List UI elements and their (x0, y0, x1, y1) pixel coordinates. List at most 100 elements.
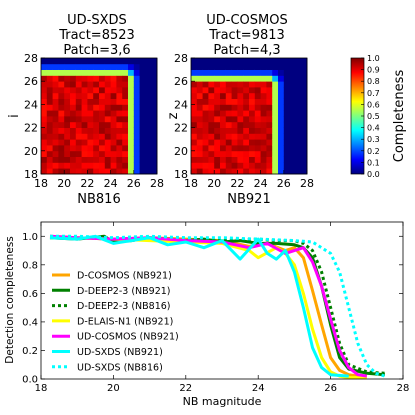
heatmap-cell (58, 58, 65, 65)
heatmap-cell (220, 75, 227, 82)
heatmap-cell (64, 156, 71, 163)
heatmap-cell (289, 150, 296, 157)
heatmap-cell (243, 104, 250, 111)
heatmap-cell (145, 121, 152, 128)
heatmap-cell (70, 156, 77, 163)
heatmap-cell (64, 69, 71, 76)
heatmap-cell (191, 127, 198, 134)
heatmap-cell (266, 87, 273, 94)
heatmap-cell (237, 75, 244, 82)
heatmap-cell (272, 156, 279, 163)
heatmap-cell (104, 87, 111, 94)
heatmap-cell (283, 150, 290, 157)
heatmap-cell (220, 121, 227, 128)
heatmap-cell (93, 92, 100, 99)
series-line-6 (50, 234, 386, 378)
heatmap-cell (249, 75, 256, 82)
heatmap-cell (266, 63, 273, 70)
heatmap-cell (208, 58, 215, 65)
heatmap-cell (225, 168, 232, 175)
heatmap-cell (46, 156, 53, 163)
heatmap-cell (214, 92, 221, 99)
heatmap-cell (58, 133, 65, 140)
y-tick-label: 24 (174, 98, 188, 111)
heatmap-cell (214, 145, 221, 152)
heatmap-cell (75, 58, 82, 65)
heatmap-cell (64, 116, 71, 123)
heatmap-cell (220, 145, 227, 152)
heatmap-cell (81, 92, 88, 99)
heatmap-cell (243, 87, 250, 94)
heatmap-cell (64, 110, 71, 117)
heatmap-cell (133, 98, 140, 105)
heatmap-cell (260, 168, 267, 175)
heatmap-cell (58, 87, 65, 94)
heatmap-cell (208, 75, 215, 82)
heatmap-cell (46, 104, 53, 111)
y-tick-label: 28 (24, 52, 38, 65)
heatmap-cell (93, 63, 100, 70)
heatmap-cell (145, 63, 152, 70)
heatmap-ticks: 18 20 22 24 26 28 18 20 22 24 26 28 (24, 52, 164, 190)
heatmap-cell (283, 127, 290, 134)
heatmap-cell (41, 133, 48, 140)
x-tick-label: 20 (57, 177, 71, 190)
heatmap-cell (151, 104, 158, 111)
heatmap-cell (122, 92, 129, 99)
heatmap-cell (87, 104, 94, 111)
heatmap-cell (231, 87, 238, 94)
heatmap-cell (122, 162, 129, 169)
heatmap-cell (116, 162, 123, 169)
heatmap-cell (41, 162, 48, 169)
heatmap-cell (46, 69, 53, 76)
heatmap-cell (58, 98, 65, 105)
heatmap-cell (278, 145, 285, 152)
heatmap-cell (87, 116, 94, 123)
heatmap-cell (249, 133, 256, 140)
heatmap-cell (87, 69, 94, 76)
heatmap-cell (110, 92, 117, 99)
heatmap-cell (93, 162, 100, 169)
heatmap-cell (139, 98, 146, 105)
heatmap-cell (116, 133, 123, 140)
heatmap-cell (301, 162, 308, 169)
heatmap-cell (283, 168, 290, 175)
heatmap-cell (254, 104, 261, 111)
heatmap-cell (254, 116, 261, 123)
heatmap-cell (202, 156, 209, 163)
x-tick-label: 26 (277, 177, 291, 190)
heatmap-cell (81, 168, 88, 175)
heatmap-cell (278, 63, 285, 70)
heatmap-cell (225, 87, 232, 94)
heatmap-cell (220, 63, 227, 70)
heatmap-cell (116, 63, 123, 70)
heatmap-cell (249, 145, 256, 152)
heatmap-cell (139, 150, 146, 157)
y-tick-label: 26 (174, 75, 188, 88)
heatmap-cell (139, 104, 146, 111)
heatmap-cell (231, 58, 238, 65)
heatmap-cell (104, 156, 111, 163)
heatmap-cell (110, 104, 117, 111)
heatmap-cell (196, 133, 203, 140)
heatmap-cell (110, 63, 117, 70)
heatmap-cell (128, 69, 135, 76)
heatmap-cell (254, 58, 261, 65)
heatmap-cell (220, 69, 227, 76)
heatmap-cell (202, 139, 209, 146)
heatmap-cell (278, 75, 285, 82)
heatmap-cell (87, 81, 94, 88)
heatmap-cell (70, 110, 77, 117)
heatmap-cell (87, 145, 94, 152)
heatmap-cell (260, 58, 267, 65)
heatmap-cell (266, 133, 273, 140)
heatmap-cell (260, 81, 267, 88)
x-tick-label: 20 (207, 177, 221, 190)
heatmap-cell (278, 81, 285, 88)
heatmap-cell (214, 63, 221, 70)
heatmap-cell (128, 156, 135, 163)
heatmap-cell (104, 75, 111, 82)
heatmap-cell (133, 75, 140, 82)
heatmap-cell (133, 87, 140, 94)
heatmap-cell (46, 150, 53, 157)
